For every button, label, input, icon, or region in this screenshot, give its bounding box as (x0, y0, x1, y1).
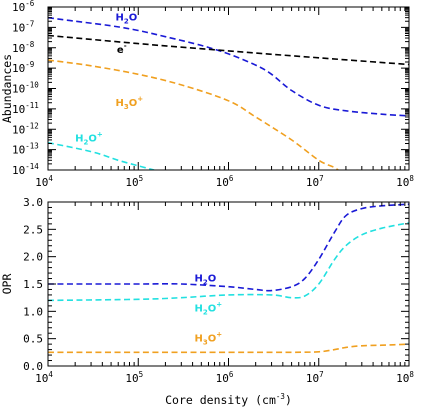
series-line-H2O+ (48, 141, 155, 170)
series-line-H3O+ (48, 343, 409, 354)
x-tick-label: 104 (35, 174, 53, 189)
y-tick-label: 10-9 (12, 60, 34, 75)
y-tick-label: 1.0 (23, 305, 43, 318)
y-tick-label: 1.5 (23, 278, 43, 291)
series-line-H2O+ (48, 222, 409, 302)
y-tick-label: 2.0 (23, 251, 43, 264)
abundance-panel: 104 105 106 107 108 10-6 10-7 10-8 10-9 10-10 10-1… (0, 0, 414, 189)
y-tick-label: 10-10 (12, 81, 39, 96)
series-line-H3O+ (48, 59, 340, 170)
y-axis-title: Abundances (0, 54, 14, 123)
y-tick-label: 10-8 (12, 40, 35, 55)
y-axis-title: OPR (0, 274, 14, 295)
series-label-H2O+: H2O+ (75, 131, 103, 147)
y-tick-label: 10-7 (12, 19, 34, 34)
x-tick-label: 105 (125, 370, 143, 385)
y-tick-label: 10-14 (12, 162, 39, 177)
x-tick-label: 108 (396, 174, 414, 189)
y-tick-label: 2.5 (23, 223, 43, 236)
series-label-H2O: H2O (194, 273, 216, 286)
x-tick-label: 105 (125, 174, 143, 189)
x-tick-label: 107 (306, 174, 324, 189)
series-label-H3O+: H3O+ (194, 330, 222, 346)
y-tick-label: 0.5 (23, 333, 43, 346)
plot-frame (47, 201, 410, 367)
y-tick-label: 10-11 (12, 101, 39, 116)
series-line-H2O (48, 203, 409, 292)
x-tick-label: 104 (35, 370, 53, 385)
y-tick-label: 0.0 (23, 360, 43, 373)
x-tick-label: 106 (216, 174, 234, 189)
y-tick-label: 3.0 (23, 196, 43, 209)
series-group (48, 16, 409, 170)
plot-frame (47, 6, 410, 171)
series-line-e- (48, 34, 409, 66)
y-tick-label: 10-6 (12, 0, 35, 14)
series-label-H2O+: H2O+ (194, 300, 222, 316)
y-tick-label: 10-12 (12, 121, 39, 136)
x-axis-title: Core density (cm-3) (165, 392, 292, 407)
x-tick-label: 108 (396, 370, 414, 385)
x-tick-label: 106 (216, 370, 234, 385)
series-label-H2O: H2O (116, 12, 138, 25)
opr-panel: 104 105 106 107 108 0.0 0.5 1.0 1.5 2.0 2.5 3.0 OPR C… (0, 196, 414, 407)
series-label-H3O+: H3O+ (116, 95, 144, 111)
series-group (48, 203, 409, 354)
series-label-e-: e- (117, 42, 127, 56)
y-tick-label: 10-13 (12, 142, 39, 157)
x-tick-label: 107 (306, 370, 324, 385)
series-line-H2O (48, 16, 409, 117)
